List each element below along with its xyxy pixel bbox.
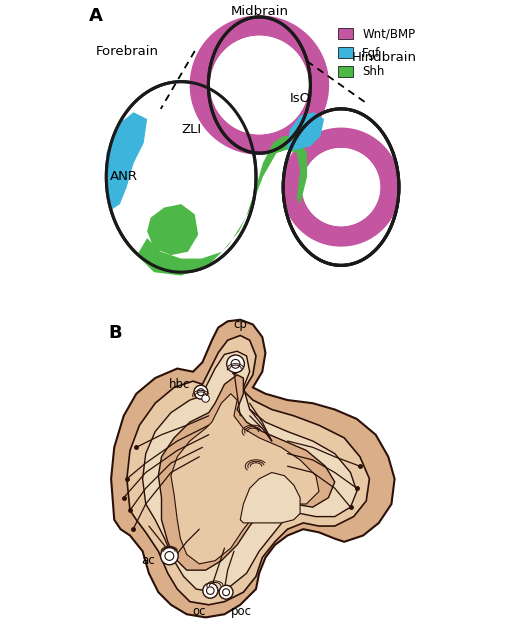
Polygon shape — [106, 82, 256, 272]
Text: hbc: hbc — [168, 378, 190, 391]
Polygon shape — [106, 112, 147, 211]
Polygon shape — [287, 112, 324, 150]
Text: Midbrain: Midbrain — [230, 5, 288, 18]
Polygon shape — [282, 128, 400, 246]
Text: Forebrain: Forebrain — [96, 45, 159, 57]
Circle shape — [198, 389, 204, 396]
Circle shape — [203, 583, 218, 598]
Polygon shape — [283, 109, 399, 265]
Polygon shape — [189, 15, 329, 155]
Text: poc: poc — [231, 605, 252, 618]
Circle shape — [223, 588, 229, 596]
Polygon shape — [171, 394, 319, 564]
Polygon shape — [210, 36, 309, 134]
Legend: Wnt/BMP, Fgf, Shh: Wnt/BMP, Fgf, Shh — [333, 23, 420, 83]
Text: ANR: ANR — [110, 170, 138, 183]
Circle shape — [219, 585, 233, 599]
Polygon shape — [208, 17, 310, 153]
Polygon shape — [137, 136, 307, 275]
Polygon shape — [143, 352, 357, 592]
Text: IsO: IsO — [290, 92, 311, 105]
Polygon shape — [158, 375, 335, 570]
Text: A: A — [89, 7, 103, 25]
Polygon shape — [127, 335, 369, 605]
Circle shape — [165, 552, 174, 561]
Text: ZLI: ZLI — [181, 123, 201, 136]
Polygon shape — [240, 472, 300, 523]
Circle shape — [231, 359, 240, 369]
Polygon shape — [111, 320, 395, 617]
Text: ac: ac — [142, 554, 155, 567]
Polygon shape — [147, 204, 198, 255]
Circle shape — [227, 355, 244, 373]
Circle shape — [206, 587, 214, 595]
Circle shape — [161, 547, 178, 564]
Text: B: B — [108, 324, 121, 343]
Circle shape — [194, 385, 208, 399]
Circle shape — [202, 394, 209, 403]
Polygon shape — [302, 148, 380, 226]
Text: cp: cp — [233, 318, 247, 331]
Text: oc: oc — [193, 605, 206, 618]
Text: Hindbrain: Hindbrain — [351, 51, 416, 64]
